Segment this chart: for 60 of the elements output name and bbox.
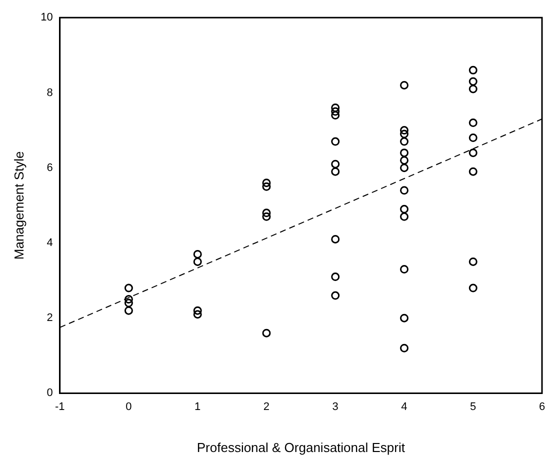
point bbox=[400, 314, 408, 322]
point bbox=[124, 295, 133, 304]
point bbox=[124, 306, 133, 315]
x-tick-label: -1 bbox=[54, 400, 65, 413]
point bbox=[331, 234, 340, 244]
point bbox=[262, 208, 271, 218]
point bbox=[124, 284, 133, 292]
point bbox=[468, 167, 478, 176]
point bbox=[400, 265, 408, 274]
point bbox=[262, 178, 271, 188]
y-tick-label: 10 bbox=[40, 12, 53, 24]
point bbox=[193, 257, 202, 266]
y-tick-label: 0 bbox=[46, 387, 53, 400]
x-tick-label: 1 bbox=[194, 400, 201, 413]
x-tick-label: 6 bbox=[538, 400, 546, 413]
point bbox=[468, 84, 478, 94]
point bbox=[400, 130, 408, 138]
point bbox=[331, 291, 340, 300]
x-tick-label: 4 bbox=[401, 400, 408, 413]
point bbox=[262, 328, 271, 338]
point bbox=[400, 204, 408, 214]
point bbox=[468, 66, 478, 74]
point bbox=[468, 134, 478, 142]
x-tick-label: 3 bbox=[332, 400, 338, 413]
point bbox=[262, 212, 271, 221]
point bbox=[193, 306, 202, 315]
point bbox=[124, 298, 133, 308]
point bbox=[193, 250, 202, 258]
point bbox=[468, 148, 478, 158]
point bbox=[400, 137, 408, 146]
y-tick-label: 2 bbox=[46, 312, 53, 324]
point bbox=[400, 156, 408, 165]
point bbox=[468, 77, 478, 86]
point bbox=[400, 344, 408, 352]
point bbox=[331, 272, 340, 282]
point bbox=[400, 164, 408, 172]
point bbox=[331, 160, 340, 168]
point bbox=[400, 80, 408, 90]
x-tick-label: 0 bbox=[126, 400, 132, 413]
x-tick-label: 2 bbox=[263, 400, 270, 413]
point bbox=[193, 310, 202, 319]
y-axis-title: Management Style bbox=[11, 151, 26, 260]
y-tick-label: 4 bbox=[46, 236, 53, 249]
point bbox=[468, 284, 478, 292]
point bbox=[400, 126, 408, 135]
point bbox=[331, 167, 340, 176]
point bbox=[331, 137, 340, 146]
x-axis-title: Professional & Organisational Esprit bbox=[196, 440, 406, 455]
y-tick-label: 6 bbox=[46, 162, 53, 174]
point bbox=[400, 212, 408, 221]
point bbox=[331, 107, 340, 116]
x-tick-label: 5 bbox=[470, 400, 476, 413]
point bbox=[331, 111, 340, 120]
point bbox=[400, 186, 408, 195]
point bbox=[262, 182, 271, 191]
point bbox=[331, 103, 340, 112]
point bbox=[400, 148, 408, 158]
point bbox=[468, 257, 478, 266]
point bbox=[468, 118, 478, 128]
y-tick-label: 8 bbox=[46, 86, 53, 99]
